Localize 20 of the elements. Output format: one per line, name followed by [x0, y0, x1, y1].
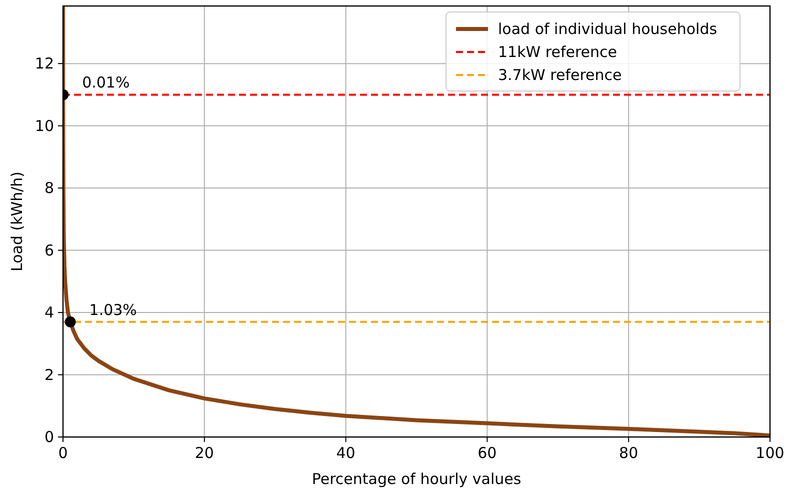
legend-label: load of individual households	[498, 20, 718, 38]
annotation: 0.01%	[82, 74, 130, 92]
y-tick-label: 12	[34, 54, 54, 73]
x-axis-title: Percentage of hourly values	[312, 470, 522, 488]
y-tick-label: 8	[44, 179, 54, 198]
legend-label: 3.7kW reference	[498, 66, 622, 84]
y-axis-title: Load (kWh/h)	[8, 171, 26, 272]
x-tick-label: 100	[756, 444, 784, 462]
y-tick-label: 6	[44, 241, 54, 260]
x-tick-label: 0	[58, 444, 68, 462]
x-tick-label: 60	[478, 444, 497, 462]
x-tick-label: 80	[619, 444, 638, 462]
legend-label: 11kW reference	[498, 43, 617, 61]
y-tick-label: 0	[44, 428, 54, 446]
y-tick-label: 2	[44, 366, 54, 384]
y-tick-label: 4	[44, 304, 54, 322]
y-tick-label: 10	[34, 116, 54, 135]
x-tick-label: 20	[194, 444, 214, 462]
x-tick-label: 40	[336, 444, 356, 462]
annotation: 1.03%	[89, 300, 137, 319]
